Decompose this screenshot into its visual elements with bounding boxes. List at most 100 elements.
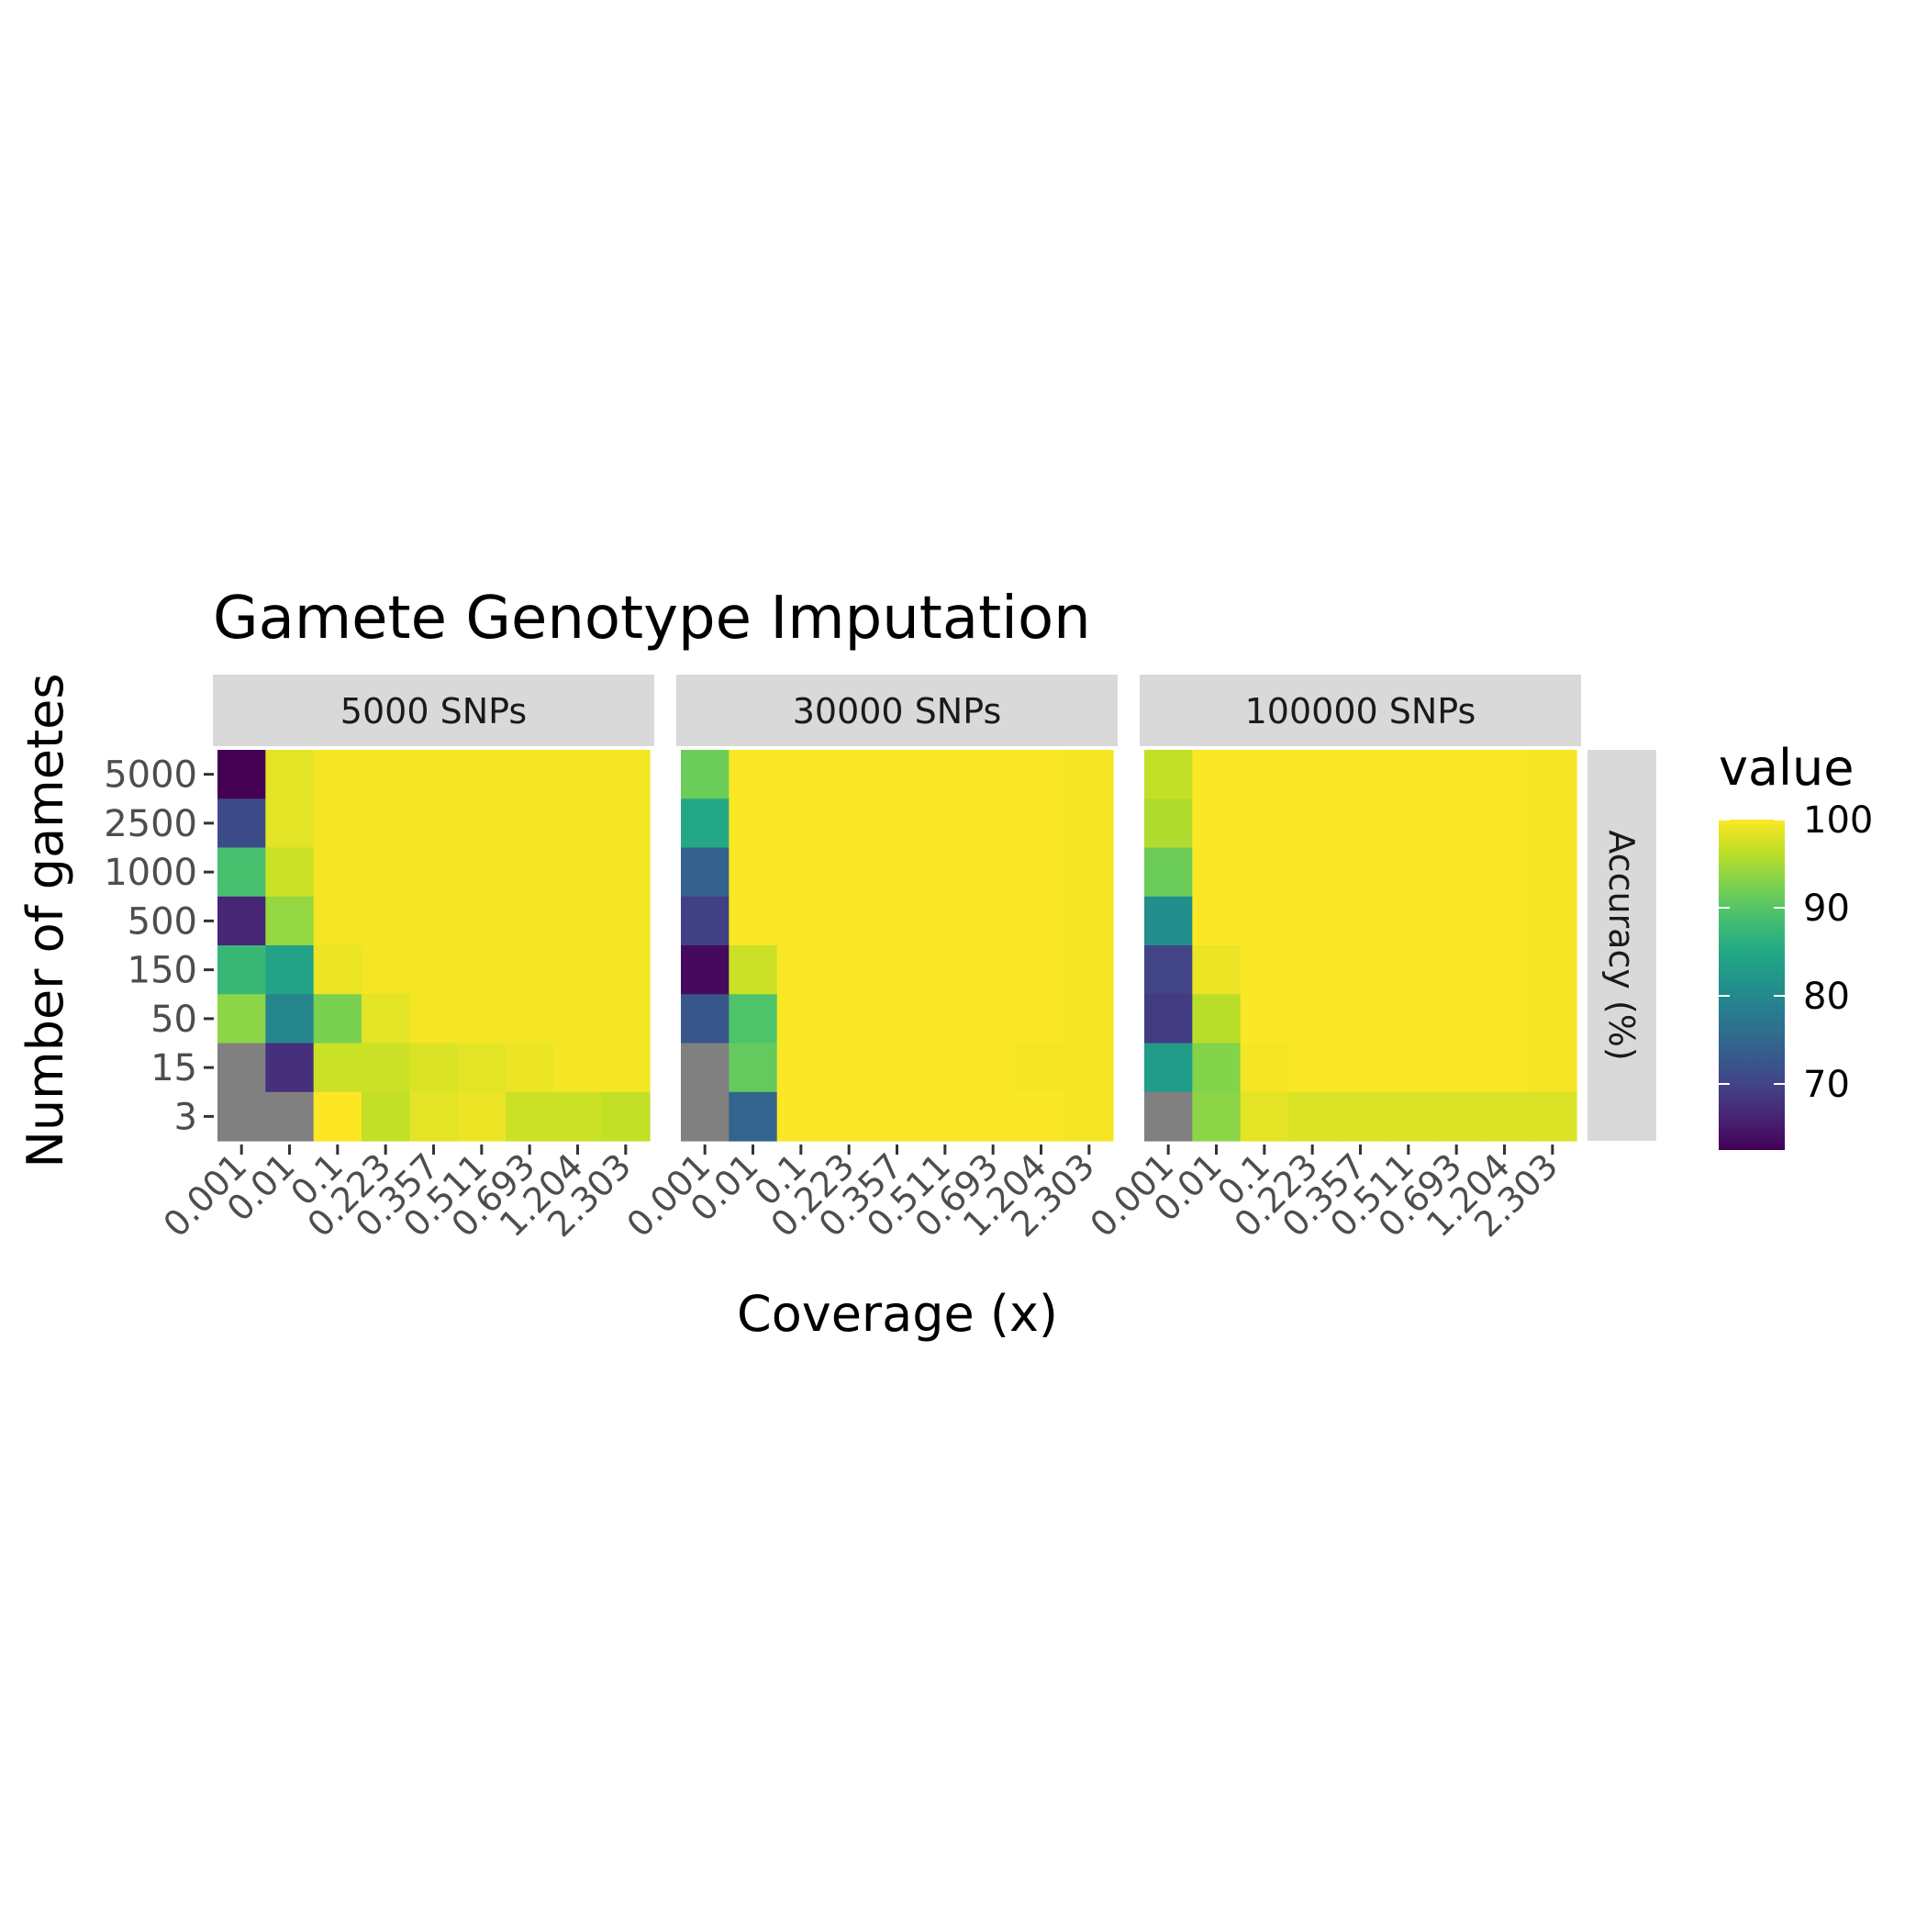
heatmap-cell [969, 1043, 1018, 1093]
heatmap-cell [920, 945, 970, 995]
heatmap-cell [873, 994, 922, 1044]
heatmap-cell [553, 1091, 603, 1142]
heatmap-cell [457, 945, 507, 995]
heatmap-cell [873, 798, 922, 849]
heatmap-cell [553, 896, 603, 946]
heatmap-cell [362, 798, 410, 849]
heatmap-cell [409, 994, 459, 1044]
heatmap-cell [873, 896, 922, 946]
heatmap-cell [1192, 1091, 1242, 1142]
heatmap-cell [457, 1043, 507, 1093]
heatmap-cell [873, 1091, 922, 1142]
heatmap-cell [553, 750, 603, 799]
heatmap-cell [217, 847, 266, 898]
heatmap-cell [920, 896, 970, 946]
heatmap-cell [1144, 847, 1193, 898]
heatmap-cell [506, 1091, 554, 1142]
heatmap-cell [553, 847, 603, 898]
heatmap-cell [506, 994, 554, 1044]
heatmap-cell [457, 1091, 507, 1142]
heatmap-cell [409, 896, 459, 946]
heatmap-cell [1528, 945, 1577, 995]
heatmap-cell [409, 847, 459, 898]
heatmap-cell [1064, 945, 1114, 995]
heatmap-cell [1064, 994, 1114, 1044]
heatmap-cell [825, 945, 874, 995]
heatmap-cell [601, 798, 651, 849]
heatmap-cell [1336, 750, 1386, 799]
heatmap-cell [825, 847, 874, 898]
heatmap-cell [1480, 798, 1530, 849]
heatmap-cell [1528, 994, 1577, 1044]
heatmap-cell [1432, 1091, 1481, 1142]
heatmap-cell [1336, 896, 1386, 946]
heatmap-cell [729, 945, 778, 995]
heatmap-cell [1017, 1091, 1066, 1142]
heatmap-cell [1528, 1091, 1577, 1142]
heatmap-cell [729, 896, 778, 946]
heatmap-cell [1288, 994, 1337, 1044]
heatmap-cell [681, 798, 730, 849]
heatmap-cell [506, 896, 554, 946]
heatmap-cell [1192, 847, 1242, 898]
heatmap-cell [1064, 1043, 1114, 1093]
heatmap-cell [1432, 945, 1481, 995]
heatmap-cell [217, 896, 266, 946]
heatmap-cell [1017, 896, 1066, 946]
heatmap-cell [1192, 945, 1242, 995]
heatmap-cell [217, 1043, 266, 1093]
heatmap-cell [681, 1043, 730, 1093]
heatmap-cell [776, 798, 826, 849]
facet-strip-label: 100000 SNPs [1245, 691, 1476, 731]
heatmap-cell [920, 847, 970, 898]
heatmap-cell [506, 798, 554, 849]
heatmap-cell [969, 750, 1018, 799]
y-axis-label: Number of gametes [17, 673, 74, 1167]
heatmap-cell [1528, 798, 1577, 849]
heatmap-cell [1384, 750, 1433, 799]
heatmap-cell [1240, 798, 1289, 849]
heatmap-cell [825, 994, 874, 1044]
heatmap-cell [265, 847, 315, 898]
heatmap-cell [1384, 798, 1433, 849]
heatmap-cell [1144, 994, 1193, 1044]
chart-title: Gamete Genotype Imputation [213, 585, 1091, 653]
heatmap-cell [1432, 896, 1481, 946]
heatmap-cell [776, 945, 826, 995]
heatmap-cell [825, 798, 874, 849]
heatmap-cell [409, 1043, 459, 1093]
heatmap-cell [1384, 945, 1433, 995]
y-tick-label: 500 [128, 900, 197, 943]
heatmap-cell [265, 750, 315, 799]
heatmap-cell [1192, 994, 1242, 1044]
heatmap-cell [1336, 1091, 1386, 1142]
heatmap-cell [217, 750, 266, 799]
heatmap-cell [1480, 847, 1530, 898]
heatmap-cell [601, 750, 651, 799]
heatmap-cell [825, 896, 874, 946]
heatmap-cell [362, 750, 410, 799]
heatmap-cell [1144, 1043, 1193, 1093]
heatmap-cell [1240, 1091, 1289, 1142]
heatmap-cell [1480, 945, 1530, 995]
heatmap-cell [409, 945, 459, 995]
heatmap-cell [729, 750, 778, 799]
heatmap-cell [1017, 798, 1066, 849]
heatmap-cell [1144, 945, 1193, 995]
heatmap-cell [681, 847, 730, 898]
heatmap-cell [825, 1043, 874, 1093]
heatmap-cell [553, 1043, 603, 1093]
heatmap-cell [920, 798, 970, 849]
heatmap-cell [1432, 847, 1481, 898]
heatmap-cell [1017, 750, 1066, 799]
heatmap-cell [969, 994, 1018, 1044]
heatmap-cell [681, 750, 730, 799]
heatmap-cell [265, 1091, 315, 1142]
heatmap-cell [969, 896, 1018, 946]
heatmap-cell [1336, 994, 1386, 1044]
heatmap-cell [1144, 1091, 1193, 1142]
heatmap-cell [1384, 1043, 1433, 1093]
heatmap-cell [1528, 1043, 1577, 1093]
